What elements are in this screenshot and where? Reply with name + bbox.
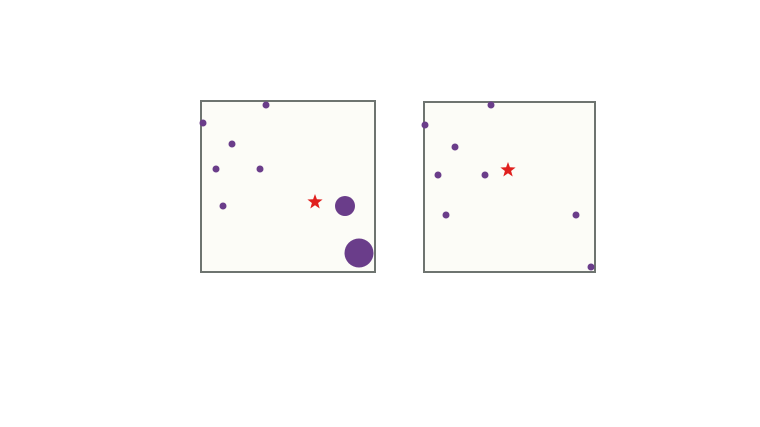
dot-small [434,171,442,179]
dot-small [451,143,459,151]
dot-small [587,263,595,271]
dot-small [442,211,450,219]
dot-small [256,165,264,173]
star-icon [500,162,516,177]
dot-small [421,121,429,129]
dot-small [228,140,236,148]
dot-small [487,101,495,109]
dot-small [219,202,227,210]
dot-large [344,238,374,268]
dot-small [572,211,580,219]
panel-frame [423,101,596,273]
dot-small [199,119,207,127]
dot-small [262,101,270,109]
dot-small [481,171,489,179]
panel-frame [200,100,376,273]
star-icon [307,194,323,209]
dot-medium [335,196,355,216]
dot-small [212,165,220,173]
left-panel [199,100,376,273]
right-panel [421,101,596,273]
